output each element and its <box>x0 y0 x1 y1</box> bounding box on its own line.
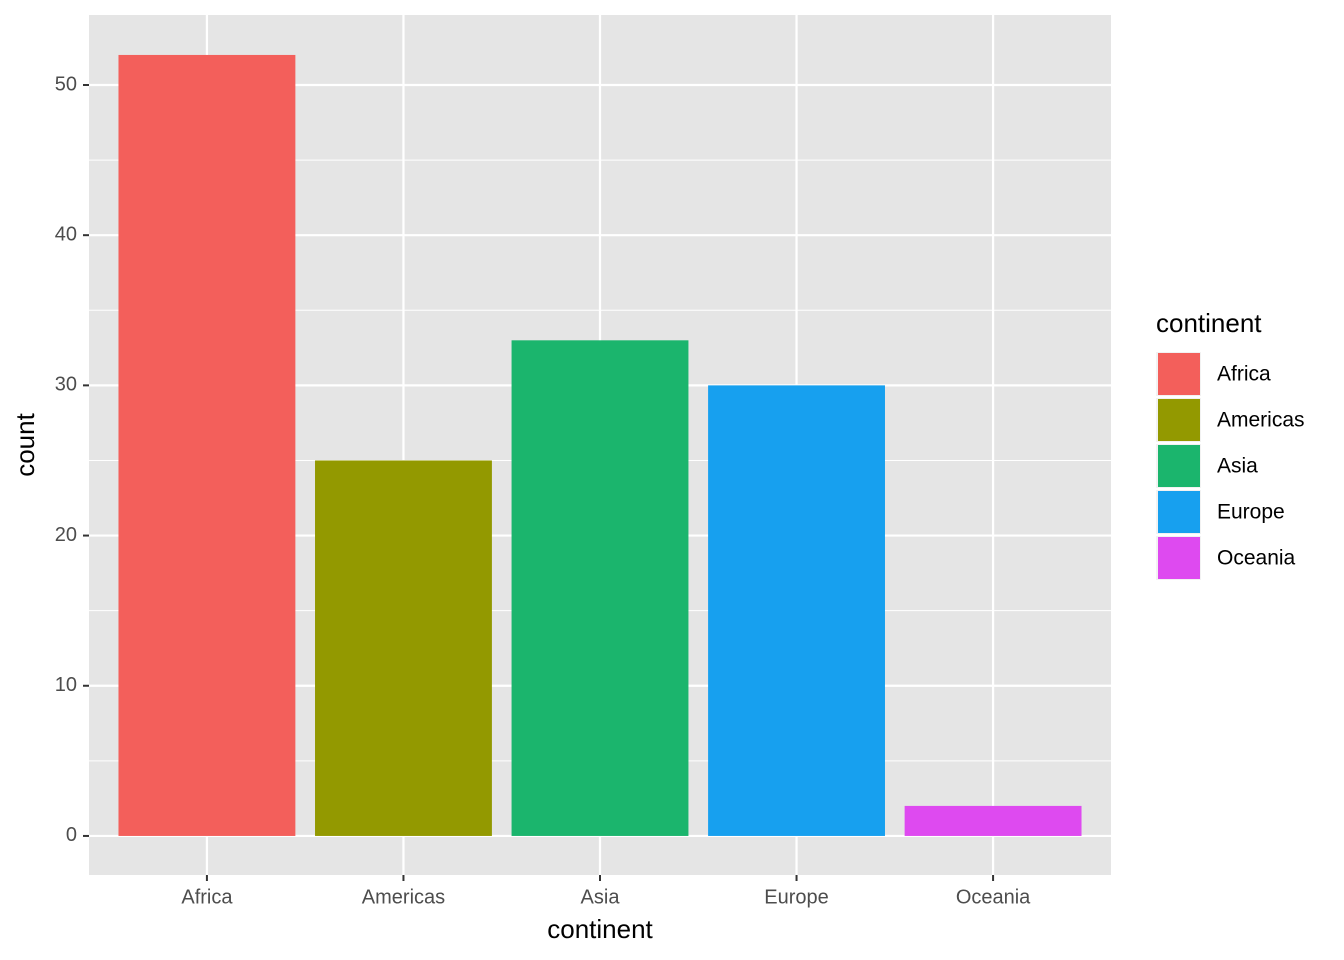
x-tick-label: Americas <box>362 886 445 908</box>
legend-swatch <box>1158 353 1200 395</box>
y-tick-label: 50 <box>55 73 77 95</box>
x-tick-label: Asia <box>581 886 621 908</box>
legend-label: Europe <box>1217 501 1285 524</box>
legend-label: Africa <box>1217 363 1271 386</box>
bar <box>904 805 1082 836</box>
y-tick-label: 20 <box>55 524 77 546</box>
y-tick-label: 10 <box>55 674 77 696</box>
bar <box>118 54 296 836</box>
x-tick-label: Europe <box>764 886 829 908</box>
x-axis-title: continent <box>547 914 653 944</box>
legend-label: Oceania <box>1217 547 1296 570</box>
y-axis-title: count <box>10 412 40 476</box>
legend-swatch <box>1158 491 1200 533</box>
y-tick-label: 0 <box>66 824 77 846</box>
bar <box>708 385 885 836</box>
legend-label: Americas <box>1217 409 1305 432</box>
y-tick-label: 30 <box>55 374 77 396</box>
x-tick-label: Oceania <box>956 886 1031 908</box>
legend-swatch <box>1158 445 1200 487</box>
legend-title: continent <box>1156 308 1262 338</box>
bar <box>315 460 492 836</box>
x-tick-label: Africa <box>181 886 233 908</box>
legend-swatch <box>1158 399 1200 441</box>
legend-label: Asia <box>1217 455 1258 478</box>
legend-swatch <box>1158 537 1200 579</box>
bar <box>511 340 689 836</box>
y-tick-label: 40 <box>55 223 77 245</box>
